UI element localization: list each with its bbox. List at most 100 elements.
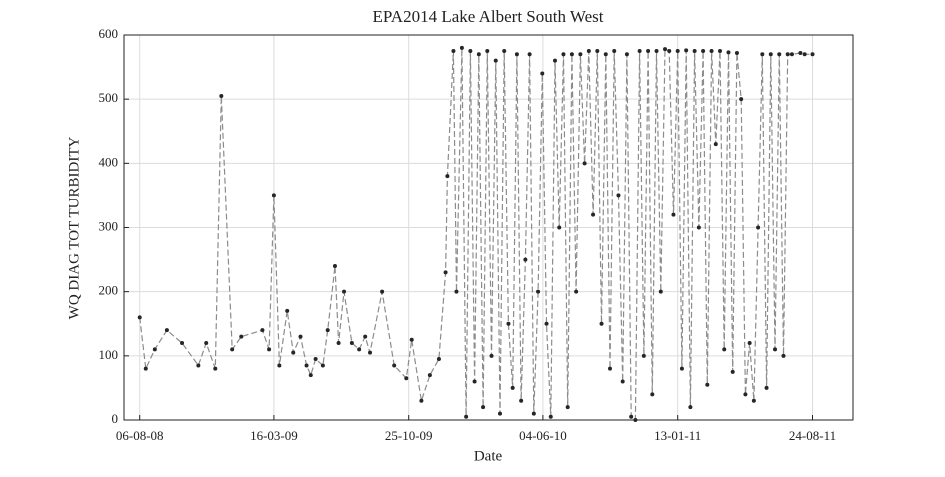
x-axis-label: Date xyxy=(474,448,503,464)
y-axis-label: WQ DIAG TOT TURBIDITY xyxy=(66,137,82,320)
data-point xyxy=(608,366,612,371)
data-point xyxy=(768,52,773,57)
data-point xyxy=(595,49,600,54)
data-point xyxy=(544,321,549,326)
data-point xyxy=(349,341,354,345)
data-point xyxy=(688,405,693,410)
x-tick-label: 25-10-09 xyxy=(385,428,433,443)
data-point xyxy=(164,328,169,333)
data-point xyxy=(802,52,807,57)
data-point xyxy=(709,49,714,54)
y-tick-label: 0 xyxy=(112,411,119,426)
data-point xyxy=(612,49,617,54)
data-point xyxy=(658,289,663,294)
data-point xyxy=(445,174,450,179)
data-point xyxy=(722,347,727,352)
data-point xyxy=(620,379,625,384)
data-point xyxy=(586,49,591,54)
data-point xyxy=(540,71,545,76)
data-point xyxy=(357,347,362,352)
x-tick-label: 04-06-10 xyxy=(519,428,567,443)
data-point xyxy=(514,52,519,57)
data-point xyxy=(624,52,629,57)
data-point xyxy=(789,52,794,57)
data-point xyxy=(519,398,524,403)
data-point xyxy=(510,385,515,390)
data-point xyxy=(137,315,142,320)
data-point xyxy=(239,334,244,339)
data-point xyxy=(152,347,157,352)
data-point xyxy=(451,49,456,54)
y-tick-label: 200 xyxy=(99,283,119,298)
data-point xyxy=(230,347,235,352)
data-point xyxy=(591,212,596,217)
data-point xyxy=(616,193,621,198)
data-point xyxy=(751,398,756,403)
data-point xyxy=(633,418,638,422)
data-point xyxy=(679,366,684,371)
data-point xyxy=(730,369,735,374)
data-point xyxy=(781,353,786,358)
data-point xyxy=(527,52,532,57)
data-point xyxy=(213,366,218,371)
data-point xyxy=(663,47,668,52)
data-point xyxy=(180,341,185,345)
data-point xyxy=(368,350,373,355)
data-point xyxy=(285,308,290,313)
data-point xyxy=(734,50,739,55)
data-point xyxy=(143,366,148,371)
data-point xyxy=(392,363,397,368)
data-point xyxy=(298,334,303,339)
data-point xyxy=(692,49,697,54)
y-tick-label: 300 xyxy=(99,218,119,233)
data-point xyxy=(332,264,337,268)
data-point xyxy=(204,341,209,345)
data-point xyxy=(747,341,752,345)
data-point xyxy=(739,97,744,102)
data-point xyxy=(641,353,646,358)
data-point xyxy=(764,385,769,390)
data-point xyxy=(291,350,296,355)
chart-title: EPA2014 Lake Albert South West xyxy=(373,7,604,26)
data-point xyxy=(701,49,706,54)
data-point xyxy=(502,49,507,54)
data-point xyxy=(320,363,325,368)
data-point xyxy=(705,382,710,387)
data-point xyxy=(497,411,502,416)
data-point xyxy=(313,357,318,362)
data-point xyxy=(743,392,748,397)
data-point xyxy=(196,363,201,368)
data-point xyxy=(718,49,723,54)
data-point xyxy=(493,58,498,63)
data-point xyxy=(485,49,490,54)
data-point xyxy=(476,52,481,57)
y-tick-label: 400 xyxy=(99,154,119,169)
x-tick-label: 24-08-11 xyxy=(789,428,836,443)
data-point xyxy=(599,321,604,326)
data-point xyxy=(409,337,414,342)
data-point xyxy=(404,376,409,381)
data-point xyxy=(578,52,583,57)
data-point xyxy=(489,353,494,358)
data-point xyxy=(443,270,448,275)
data-point xyxy=(713,142,718,147)
data-point xyxy=(363,334,368,339)
x-tick-label: 16-03-09 xyxy=(250,428,298,443)
data-point xyxy=(325,328,330,333)
data-point xyxy=(646,49,651,54)
data-point xyxy=(696,225,701,230)
data-point xyxy=(506,321,511,326)
data-point xyxy=(308,373,313,378)
data-point xyxy=(561,52,566,57)
data-point xyxy=(464,414,469,419)
x-tick-label: 06-08-08 xyxy=(116,428,164,443)
y-tick-label: 600 xyxy=(99,26,119,41)
data-point xyxy=(531,411,536,416)
y-tick-label: 100 xyxy=(99,347,119,362)
data-point xyxy=(472,379,477,384)
data-point xyxy=(629,414,634,419)
data-point xyxy=(459,45,464,50)
data-point xyxy=(419,398,424,403)
data-point xyxy=(810,52,815,57)
